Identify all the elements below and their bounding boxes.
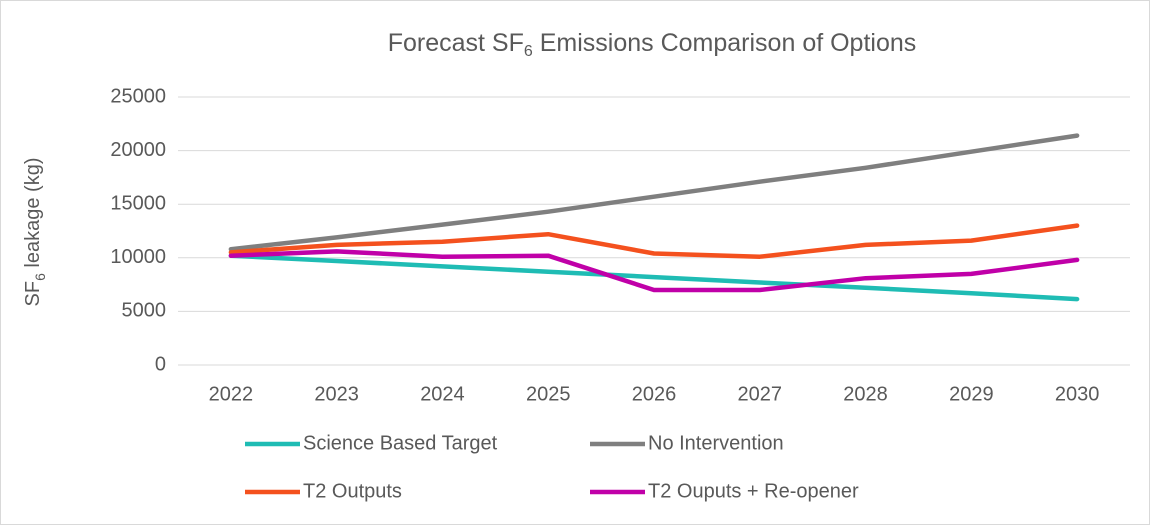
- x-tick-label: 2026: [632, 383, 677, 405]
- series-line: [228, 133, 1080, 252]
- series-line: [228, 249, 1080, 293]
- legend-label: T2 Outputs: [303, 480, 402, 502]
- legend-label: No Intervention: [648, 432, 784, 454]
- x-tick-label: 2023: [314, 383, 359, 405]
- x-tick-label: 2025: [526, 383, 571, 405]
- series-line: [228, 253, 1080, 302]
- ylabel-sub: 6: [32, 273, 48, 281]
- ylabel-part: SF: [22, 281, 44, 307]
- y-axis-label: SF6 leakage (kg): [22, 158, 47, 307]
- x-tick-label: 2027: [738, 383, 783, 405]
- title-sub: 6: [524, 43, 533, 60]
- legend-label: T2 Ouputs + Re-opener: [648, 480, 859, 502]
- y-tick-label: 5000: [122, 300, 167, 322]
- y-tick-label: 25000: [110, 85, 166, 107]
- y-tick-label: 10000: [110, 246, 166, 268]
- ylabel-part: leakage (kg): [22, 158, 44, 274]
- x-tick-label: 2022: [209, 383, 254, 405]
- x-tick-label: 2028: [843, 383, 888, 405]
- y-tick-label: 20000: [110, 139, 166, 161]
- title-part: Forecast SF: [388, 29, 524, 57]
- chart-title: Forecast SF6 Emissions Comparison of Opt…: [388, 29, 917, 61]
- x-tick-label: 2024: [420, 383, 465, 405]
- y-tick-label: 15000: [110, 192, 166, 214]
- legend-label: Science Based Target: [303, 432, 498, 454]
- x-tick-label: 2030: [1055, 383, 1100, 405]
- title-part: Emissions Comparison of Options: [533, 29, 916, 57]
- y-tick-label: 0: [155, 353, 166, 375]
- series-line: [228, 223, 1080, 259]
- x-tick-label: 2029: [949, 383, 994, 405]
